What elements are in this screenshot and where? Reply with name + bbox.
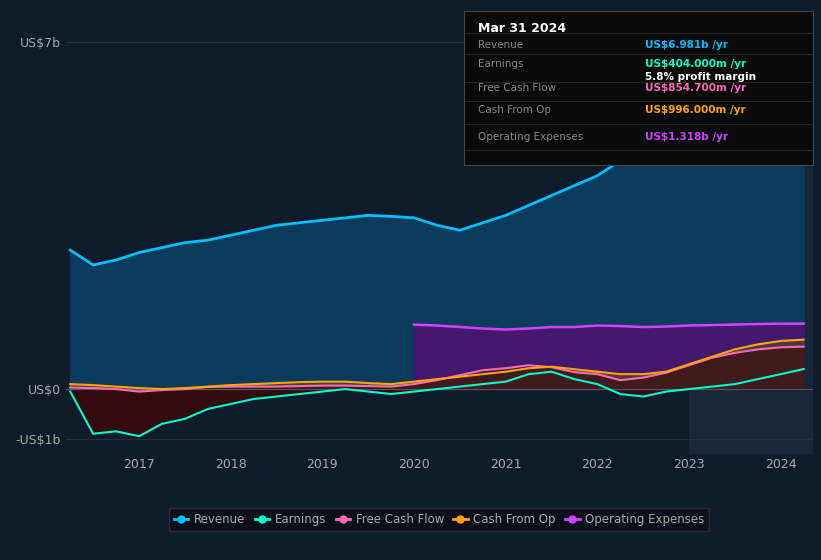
Text: US$854.700m /yr: US$854.700m /yr (645, 83, 746, 93)
Text: Operating Expenses: Operating Expenses (478, 132, 583, 142)
Text: US$6.981b /yr: US$6.981b /yr (645, 40, 728, 50)
Text: Earnings: Earnings (478, 59, 523, 69)
Bar (689, 17, 818, 454)
Legend: Revenue, Earnings, Free Cash Flow, Cash From Op, Operating Expenses: Revenue, Earnings, Free Cash Flow, Cash … (169, 508, 709, 531)
Text: 5.8% profit margin: 5.8% profit margin (645, 72, 756, 82)
Text: Free Cash Flow: Free Cash Flow (478, 83, 556, 93)
Text: US$996.000m /yr: US$996.000m /yr (645, 105, 746, 115)
Text: Cash From Op: Cash From Op (478, 105, 551, 115)
Text: Mar 31 2024: Mar 31 2024 (478, 22, 566, 35)
Text: US$1.318b /yr: US$1.318b /yr (645, 132, 728, 142)
Text: US$404.000m /yr: US$404.000m /yr (645, 59, 746, 69)
Text: Revenue: Revenue (478, 40, 523, 50)
